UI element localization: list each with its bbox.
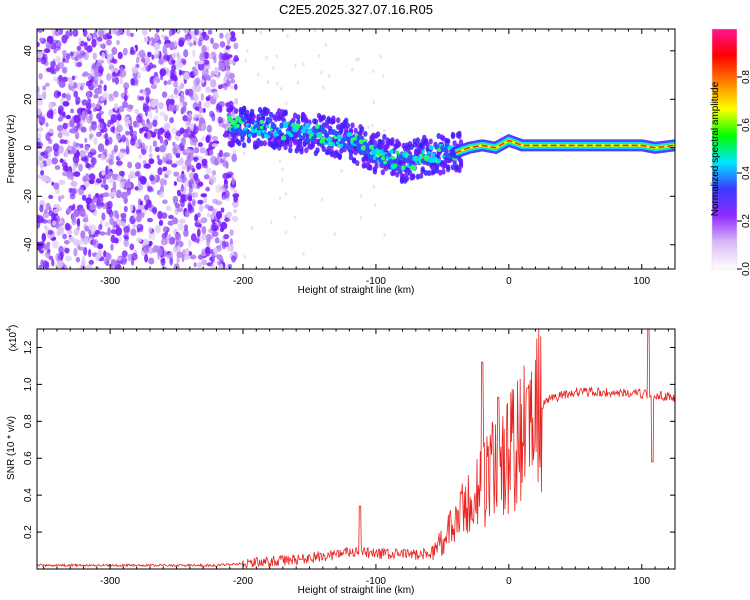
spectrogram-ytick-label-1: 20 (23, 93, 34, 105)
snr-panel: -300 -200 -100 0 100 0.2 0.4 0.6 0.8 1.0 1.2 Heig… (6, 325, 676, 596)
snr-multiplier-close: ) (8, 325, 19, 328)
spectrogram-x-ticks: -300 -200 -100 0 100 (43, 29, 669, 287)
snr-multiplier-base: (x10 (8, 331, 19, 351)
colorbar-frame (711, 28, 738, 270)
snr-ytick-label-2: 0.6 (23, 451, 34, 465)
colorbar-gradient (712, 29, 737, 269)
snr-x-ticks: -300 -200 -100 0 100 (43, 329, 669, 587)
snr-xtick-label-4: 100 (633, 576, 650, 587)
snr-ytick-label-1: 0.4 (23, 488, 34, 502)
snr-frame (36, 328, 676, 570)
spectrogram-y-label: Frequency (Hz) (6, 115, 17, 184)
snr-xtick-label-1: -200 (233, 576, 253, 587)
snr-multiplier-exponent: 4 (6, 328, 13, 332)
snr-ytick-label-0: 0.2 (23, 525, 34, 539)
spectrogram-xtick-label-2: -100 (366, 276, 386, 287)
snr-ytick-label-4: 1.0 (23, 377, 34, 391)
snr-y-label: SNR (10 * v/v) (6, 416, 17, 480)
ridge-band-red (455, 139, 675, 154)
spectrogram-ytick-label-4: -40 (23, 237, 34, 252)
spectrogram-signal-ridge (226, 105, 675, 184)
snr-y-multiplier: (x104) (6, 325, 19, 352)
colorbar-tick-label-1: 0.2 (741, 214, 750, 228)
spectrogram-xtick-label-3: 0 (506, 276, 512, 287)
spectrogram-noise-cloud (37, 29, 394, 269)
spectrogram-ytick-label-3: -20 (23, 189, 34, 204)
svg-text:(x104): (x104) (6, 325, 19, 352)
spectrogram-xtick-label-4: 100 (633, 276, 650, 287)
snr-series-line (37, 329, 675, 569)
spectrogram-plot-area (37, 29, 675, 269)
colorbar-tick-label-0: 0.0 (741, 262, 750, 276)
spectrogram-frame (36, 28, 676, 270)
spectrogram-xtick-label-0: -300 (100, 276, 120, 287)
colorbar-tick-label-3: 0.6 (741, 118, 750, 132)
spectrogram-ytick-label-2: 0 (23, 145, 34, 151)
colorbar-tick-label-4: 0.8 (741, 70, 750, 84)
figure-title: C2E5.2025.327.07.16.R05 (279, 2, 433, 17)
colorbar-label: Normalized spectral amplitude (710, 81, 721, 216)
snr-xtick-label-2: -100 (366, 576, 386, 587)
spectrogram-y-ticks: 40 20 0 -20 -40 (23, 45, 675, 252)
snr-y-ticks: 0.2 0.4 0.6 0.8 1.0 1.2 (23, 340, 675, 539)
snr-ytick-label-5: 1.2 (23, 340, 34, 354)
spectrogram-panel: -300 -200 -100 0 100 40 20 0 -20 -40 Height of s… (6, 28, 750, 296)
snr-ytick-label-3: 0.8 (23, 414, 34, 428)
snr-x-label: Height of straight line (km) (298, 585, 415, 596)
colorbar-ticks: 0.0 0.2 0.4 0.6 0.8 (737, 70, 750, 276)
spectrogram-ytick-label-0: 40 (23, 45, 34, 57)
spectrogram-x-label: Height of straight line (km) (298, 285, 415, 296)
snr-xtick-label-3: 0 (506, 576, 512, 587)
snr-xtick-label-0: -300 (100, 576, 120, 587)
spectrogram-xtick-label-1: -200 (233, 276, 253, 287)
colorbar-tick-label-2: 0.4 (741, 166, 750, 180)
